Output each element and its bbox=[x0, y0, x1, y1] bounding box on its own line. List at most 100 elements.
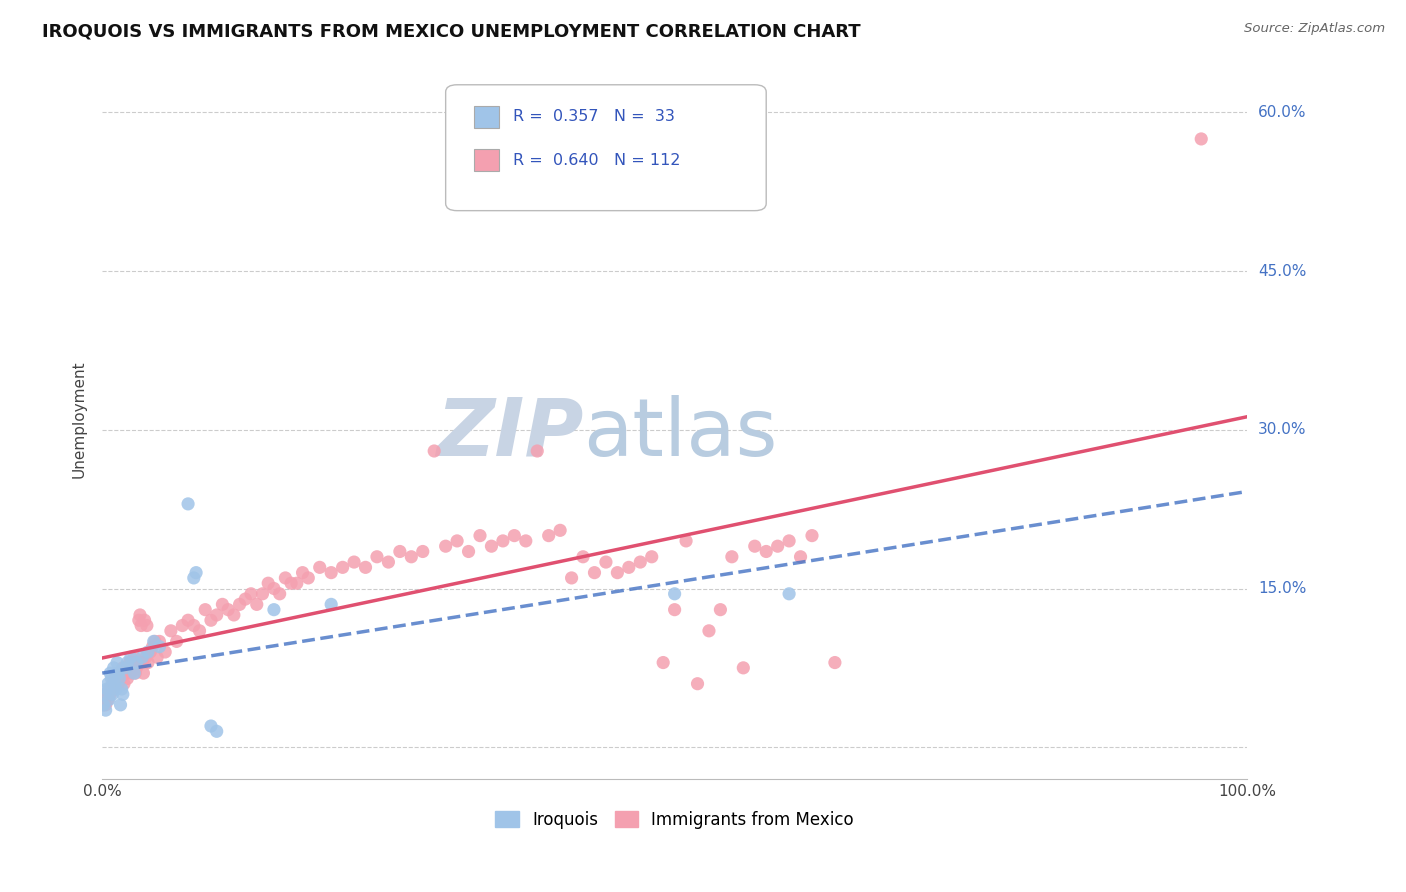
Point bbox=[401, 549, 423, 564]
Text: R =  0.357   N =  33: R = 0.357 N = 33 bbox=[513, 110, 675, 124]
Point bbox=[468, 528, 491, 542]
Text: R =  0.640   N = 112: R = 0.640 N = 112 bbox=[513, 153, 681, 168]
Point bbox=[107, 676, 129, 690]
Point bbox=[697, 624, 720, 638]
Point bbox=[188, 624, 211, 638]
Point bbox=[96, 687, 118, 701]
Point bbox=[183, 618, 205, 632]
Point bbox=[111, 666, 134, 681]
Point bbox=[160, 624, 183, 638]
Point bbox=[721, 549, 744, 564]
Point bbox=[105, 656, 128, 670]
Point bbox=[100, 672, 122, 686]
FancyBboxPatch shape bbox=[474, 106, 499, 128]
Point bbox=[446, 533, 468, 548]
Point bbox=[183, 571, 205, 585]
Point bbox=[778, 587, 800, 601]
Point bbox=[709, 602, 731, 616]
Point bbox=[377, 555, 399, 569]
Point bbox=[96, 681, 118, 696]
Point bbox=[228, 598, 250, 612]
Point bbox=[755, 544, 778, 558]
Point bbox=[120, 666, 142, 681]
Point bbox=[263, 582, 285, 596]
Point bbox=[128, 613, 150, 627]
Point bbox=[135, 650, 157, 665]
Point bbox=[766, 539, 789, 553]
Point bbox=[139, 645, 162, 659]
Point bbox=[131, 650, 153, 665]
Point bbox=[321, 598, 343, 612]
Point bbox=[200, 719, 222, 733]
Text: ZIP: ZIP bbox=[436, 394, 583, 473]
Point bbox=[94, 698, 117, 712]
Point bbox=[343, 555, 366, 569]
Point bbox=[280, 576, 302, 591]
Point bbox=[675, 533, 697, 548]
Point bbox=[388, 544, 411, 558]
Point bbox=[134, 613, 156, 627]
Point bbox=[537, 528, 560, 542]
Point bbox=[103, 681, 125, 696]
Point bbox=[595, 555, 617, 569]
Point bbox=[332, 560, 354, 574]
Point bbox=[778, 533, 800, 548]
Point bbox=[481, 539, 503, 553]
Point bbox=[366, 549, 388, 564]
Point bbox=[153, 645, 176, 659]
Point bbox=[115, 661, 138, 675]
Point bbox=[252, 587, 274, 601]
Point bbox=[98, 681, 121, 696]
FancyBboxPatch shape bbox=[474, 149, 499, 171]
Text: atlas: atlas bbox=[583, 394, 778, 473]
Point bbox=[111, 661, 134, 675]
Point bbox=[112, 676, 135, 690]
Point bbox=[457, 544, 479, 558]
Point bbox=[104, 676, 127, 690]
Point bbox=[121, 661, 143, 675]
Point bbox=[104, 681, 127, 696]
Point bbox=[583, 566, 606, 580]
Point bbox=[240, 587, 263, 601]
Point bbox=[561, 571, 583, 585]
Point bbox=[124, 666, 146, 681]
Point bbox=[789, 549, 811, 564]
Point bbox=[98, 692, 121, 706]
Point bbox=[664, 602, 686, 616]
Point bbox=[222, 607, 245, 622]
Point bbox=[148, 634, 170, 648]
Point bbox=[103, 661, 125, 675]
Point bbox=[122, 656, 145, 670]
Point bbox=[129, 607, 152, 622]
Point bbox=[142, 634, 165, 648]
Point bbox=[412, 544, 434, 558]
Text: 30.0%: 30.0% bbox=[1258, 422, 1306, 437]
Point bbox=[233, 592, 256, 607]
Point bbox=[354, 560, 377, 574]
Point bbox=[117, 672, 139, 686]
Point bbox=[125, 661, 148, 675]
Point bbox=[114, 666, 136, 681]
Point bbox=[548, 524, 571, 538]
Point bbox=[526, 444, 548, 458]
Point bbox=[308, 560, 330, 574]
Point bbox=[184, 566, 207, 580]
Point bbox=[93, 692, 115, 706]
Point bbox=[114, 661, 136, 675]
Point bbox=[148, 640, 170, 654]
Point bbox=[200, 613, 222, 627]
Point bbox=[177, 497, 200, 511]
Point bbox=[122, 666, 145, 681]
Text: 60.0%: 60.0% bbox=[1258, 105, 1306, 120]
Point bbox=[744, 539, 766, 553]
Point bbox=[118, 656, 141, 670]
Point bbox=[111, 687, 134, 701]
Point bbox=[246, 598, 269, 612]
Point bbox=[143, 634, 166, 648]
Point bbox=[652, 656, 675, 670]
Point bbox=[127, 656, 149, 670]
Point bbox=[105, 672, 128, 686]
Point bbox=[217, 602, 239, 616]
Point bbox=[108, 666, 131, 681]
Legend: Iroquois, Immigrants from Mexico: Iroquois, Immigrants from Mexico bbox=[489, 804, 860, 835]
